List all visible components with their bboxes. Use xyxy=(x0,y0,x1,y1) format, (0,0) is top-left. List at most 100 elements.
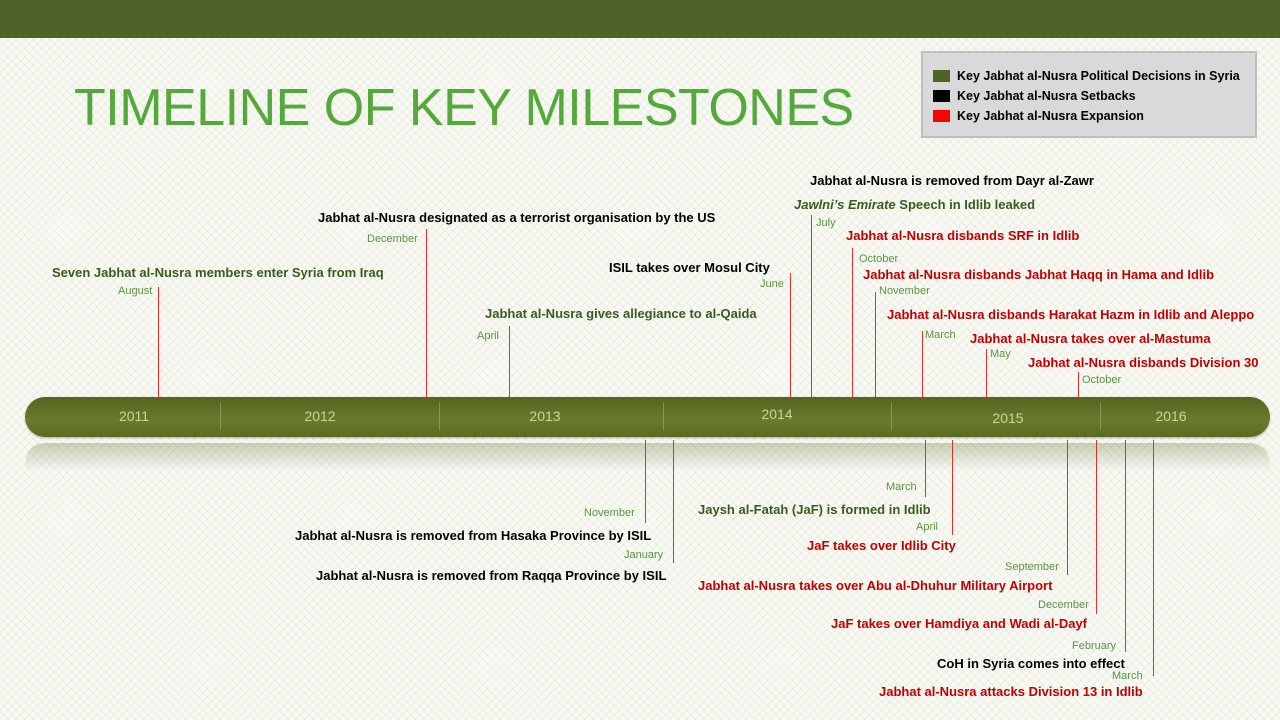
event-label-text: Jabhat al-Nusra disbands Harakat Hazm in… xyxy=(887,307,1255,322)
event-label: CoH in Syria comes into effect xyxy=(937,656,1125,671)
year-label: 2016 xyxy=(1155,408,1187,424)
event-label: Jabhat al-Nusra disbands Division 30 xyxy=(1028,355,1258,370)
event-label-text: JaF takes over Hamdiya and Wadi al-Dayf xyxy=(831,616,1088,631)
event-label-text: Jabhat al-Nusra disbands SRF in Idlib xyxy=(846,228,1080,243)
event-month: January xyxy=(624,549,664,561)
event-label: Jaysh al-Fatah (JaF) is formed in Idlib xyxy=(698,502,931,517)
timeline-bar-reflection xyxy=(25,443,1270,471)
event-label-text: Jaysh al-Fatah (JaF) is formed in Idlib xyxy=(698,502,931,517)
event-connector-line xyxy=(158,287,159,397)
event-connector-line xyxy=(509,326,510,397)
event-month: May xyxy=(990,348,1011,360)
event-label-text: Seven Jabhat al-Nusra members enter Syri… xyxy=(52,265,384,280)
event-label-text: Jabhat al-Nusra is removed from Hasaka P… xyxy=(295,528,652,543)
event-month: December xyxy=(367,233,418,245)
year-divider xyxy=(220,402,221,430)
event-label: Jabhat al-Nusra attacks Division 13 in I… xyxy=(879,684,1143,699)
event-label-text: Jabhat al-Nusra takes over Abu al-Dhuhur… xyxy=(698,578,1053,593)
event-month: July xyxy=(816,217,836,229)
event-label: Jabhat al-Nusra is removed from Hasaka P… xyxy=(295,528,651,543)
legend-swatch xyxy=(933,110,950,122)
event-connector-line xyxy=(986,349,987,397)
event-label-italic: Jawlni’s Emirate xyxy=(794,197,896,212)
event-connector-line xyxy=(645,440,646,523)
year-label: 2015 xyxy=(992,410,1024,426)
event-connector-line xyxy=(875,292,876,397)
year-label: 2011 xyxy=(118,408,150,424)
event-connector-line xyxy=(852,248,853,397)
event-label-text: Speech in Idlib leaked xyxy=(895,197,1036,212)
page-title: TIMELINE OF KEY MILESTONES xyxy=(74,79,854,137)
event-label-text: Jabhat al-Nusra disbands Jabhat Haqq in … xyxy=(863,267,1215,282)
legend: Key Jabhat al-Nusra Political Decisions … xyxy=(921,51,1257,138)
event-connector-line xyxy=(1067,440,1068,575)
year-divider xyxy=(439,402,440,430)
event-connector-line xyxy=(1096,440,1097,614)
year-label: 2012 xyxy=(304,408,336,424)
event-label-text: Jabhat al-Nusra attacks Division 13 in I… xyxy=(879,684,1143,699)
event-label-text: CoH in Syria comes into effect xyxy=(937,656,1125,671)
top-banner xyxy=(0,0,1280,38)
event-label: JaF takes over Hamdiya and Wadi al-Dayf xyxy=(831,616,1087,631)
event-label-text: Jabhat al-Nusra is removed from Dayr al-… xyxy=(810,173,1094,188)
event-connector-line xyxy=(1078,372,1079,397)
event-label: Jabhat al-Nusra gives allegiance to al-Q… xyxy=(485,306,757,321)
event-connector-line xyxy=(952,440,953,535)
event-month: December xyxy=(1038,599,1089,611)
event-label: Jabhat al-Nusra takes over al-Mastuma xyxy=(970,331,1211,346)
legend-label: Key Jabhat al-Nusra Expansion xyxy=(957,109,1144,123)
legend-swatch xyxy=(933,90,950,102)
event-month: August xyxy=(118,285,153,297)
event-label: ISIL takes over Mosul City xyxy=(609,260,770,275)
legend-item-expansion: Key Jabhat al-Nusra Expansion xyxy=(933,109,1144,123)
event-month: October xyxy=(859,253,899,265)
legend-item-setbacks: Key Jabhat al-Nusra Setbacks xyxy=(933,89,1136,103)
event-label: Jabhat al-Nusra designated as a terroris… xyxy=(318,210,715,225)
event-label: Seven Jabhat al-Nusra members enter Syri… xyxy=(52,265,384,280)
event-label-text: JaF takes over Idlib City xyxy=(807,538,956,553)
event-connector-line xyxy=(1153,440,1154,676)
event-label-text: Jabhat al-Nusra designated as a terroris… xyxy=(318,210,716,225)
legend-label: Key Jabhat al-Nusra Setbacks xyxy=(957,89,1136,103)
event-label: Jabhat al-Nusra is removed from Dayr al-… xyxy=(810,173,1094,188)
event-label: Jabhat al-Nusra is removed from Raqqa Pr… xyxy=(316,568,666,583)
event-connector-line xyxy=(811,215,812,397)
event-label: Jabhat al-Nusra disbands Jabhat Haqq in … xyxy=(863,267,1214,282)
event-label: Jabhat al-Nusra takes over Abu al-Dhuhur… xyxy=(698,578,1052,593)
event-month: March xyxy=(886,481,917,493)
legend-item-political: Key Jabhat al-Nusra Political Decisions … xyxy=(933,69,1240,83)
event-label-text: ISIL takes over Mosul City xyxy=(609,260,770,275)
event-connector-line xyxy=(925,440,926,497)
year-divider xyxy=(663,402,664,430)
year-divider xyxy=(891,402,892,430)
event-label: Jabhat al-Nusra disbands SRF in Idlib xyxy=(846,228,1079,243)
legend-swatch xyxy=(933,70,950,82)
event-connector-line xyxy=(922,331,923,397)
event-label-text: Jabhat al-Nusra disbands Division 30 xyxy=(1028,355,1259,370)
event-connector-line xyxy=(790,273,791,397)
event-connector-line xyxy=(1125,440,1126,652)
event-label: JaF takes over Idlib City xyxy=(807,538,956,553)
event-label-text: Jabhat al-Nusra is removed from Raqqa Pr… xyxy=(316,568,667,583)
event-month: March xyxy=(1112,670,1143,682)
event-month: October xyxy=(1082,374,1122,386)
event-connector-line xyxy=(673,440,674,563)
year-label: 2014 xyxy=(761,406,793,422)
event-month: November xyxy=(584,507,635,519)
event-label: Jawlni’s Emirate Speech in Idlib leaked xyxy=(794,197,1035,212)
event-month: March xyxy=(925,329,956,341)
event-month: November xyxy=(879,285,930,297)
event-month: September xyxy=(1005,561,1059,573)
event-label-text: Jabhat al-Nusra takes over al-Mastuma xyxy=(970,331,1211,346)
event-label: Jabhat al-Nusra disbands Harakat Hazm in… xyxy=(887,307,1254,322)
event-connector-line xyxy=(426,229,427,397)
event-label-text: Jabhat al-Nusra gives allegiance to al-Q… xyxy=(485,306,757,321)
event-month: June xyxy=(760,278,784,290)
year-label: 2013 xyxy=(529,408,561,424)
legend-label: Key Jabhat al-Nusra Political Decisions … xyxy=(957,69,1240,83)
event-month: April xyxy=(916,521,939,533)
event-month: February xyxy=(1072,640,1117,652)
timeline-bar xyxy=(25,397,1270,437)
event-month: April xyxy=(477,330,500,342)
year-divider xyxy=(1100,402,1101,430)
